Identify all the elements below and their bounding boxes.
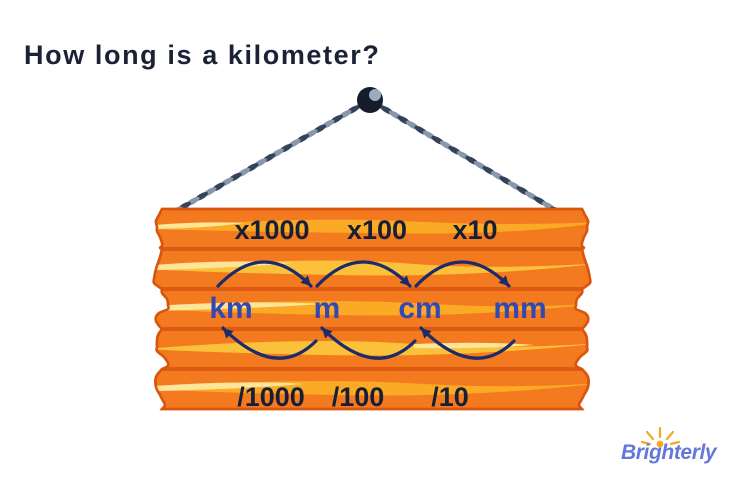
- svg-text:/1000: /1000: [237, 382, 305, 412]
- svg-text:x100: x100: [347, 215, 407, 245]
- svg-text:x10: x10: [452, 215, 497, 245]
- svg-text:Brighterly: Brighterly: [621, 441, 718, 464]
- svg-text:/100: /100: [332, 382, 385, 412]
- svg-text:cm: cm: [398, 292, 441, 325]
- svg-text:km: km: [209, 292, 252, 325]
- svg-text:m: m: [314, 292, 341, 325]
- svg-text:/10: /10: [431, 382, 469, 412]
- svg-text:x1000: x1000: [234, 215, 309, 245]
- svg-text:mm: mm: [493, 292, 546, 325]
